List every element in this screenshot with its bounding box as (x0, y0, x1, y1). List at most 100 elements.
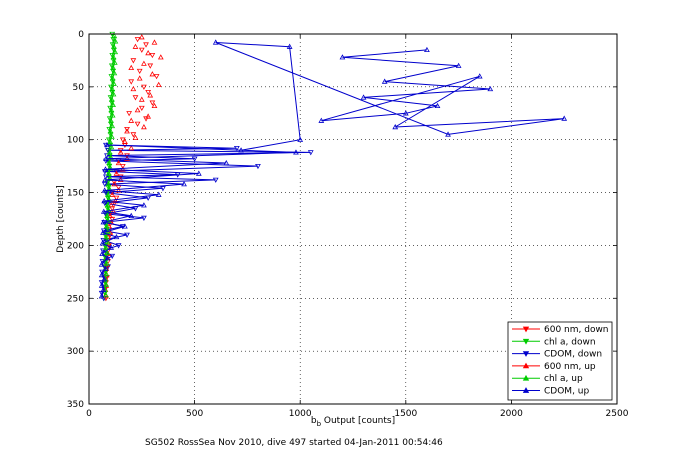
data-point (103, 292, 109, 298)
data-point (104, 255, 111, 261)
data-point (143, 42, 149, 48)
data-point (103, 281, 109, 287)
data-point (111, 59, 118, 65)
data-point (103, 174, 109, 180)
data-point (149, 100, 156, 106)
x-axis-label: bb Output [counts] (311, 416, 395, 428)
data-point (212, 177, 219, 183)
data-point (141, 84, 147, 90)
data-point (111, 80, 117, 86)
data-point (138, 105, 145, 112)
data-point (98, 261, 105, 267)
data-point (130, 132, 137, 138)
legend-label: CDOM, up (544, 387, 589, 397)
data-point (191, 156, 198, 162)
data-point (103, 233, 110, 240)
data-point (110, 54, 117, 60)
data-point (128, 64, 135, 70)
data-point (455, 62, 462, 68)
y-tick-label: 200 (67, 241, 84, 251)
data-point (102, 166, 109, 172)
data-point (119, 166, 126, 172)
data-point (113, 233, 120, 240)
data-point (109, 112, 116, 118)
x-tick-label: 2000 (500, 409, 523, 419)
data-point (126, 111, 133, 117)
data-point (128, 117, 135, 123)
data-point (130, 58, 137, 64)
data-point (101, 198, 108, 204)
legend-marker (522, 374, 530, 381)
data-point (104, 202, 111, 208)
legend-marker (522, 338, 530, 345)
data-point (104, 249, 111, 255)
data-point (115, 187, 122, 193)
y-axis-label: Depth [counts] (56, 185, 66, 252)
data-point (112, 48, 119, 55)
data-point (145, 113, 152, 119)
data-point (109, 191, 116, 197)
data-point (108, 244, 115, 250)
data-point (141, 202, 147, 208)
data-point (233, 146, 240, 152)
data-point (136, 68, 143, 75)
ticks: 0 500 1000 1500 2000 2500 0 50 100 150 200 250 300 35… (67, 30, 629, 419)
data-point (132, 134, 139, 140)
data-point (108, 144, 115, 150)
data-point (108, 117, 114, 123)
data-point (255, 163, 261, 170)
data-point (115, 243, 122, 249)
data-point (108, 202, 115, 208)
legend-marker (522, 351, 530, 357)
legend-box (507, 321, 613, 401)
legend-marker (522, 362, 530, 369)
data-point (286, 43, 293, 49)
data-point (100, 229, 106, 235)
data-point (100, 219, 107, 225)
data-point (108, 107, 115, 113)
data-point (103, 223, 110, 229)
data-point (132, 95, 139, 101)
data-point (103, 270, 110, 277)
data-point (103, 293, 109, 299)
data-point (101, 169, 108, 175)
data-point (106, 149, 113, 155)
data-point (111, 181, 118, 187)
data-point (110, 91, 117, 97)
data-point (107, 128, 114, 134)
data-point (102, 265, 109, 271)
data-point (105, 170, 112, 176)
data-point (128, 212, 135, 218)
data-point (381, 78, 388, 84)
data-point (134, 107, 141, 113)
data-point (147, 92, 154, 98)
data-point (99, 250, 105, 257)
x-axis-label-main: b (311, 416, 317, 426)
data-point (103, 244, 109, 250)
legend-label: 600 nm, up (544, 362, 596, 372)
data-point (110, 64, 116, 70)
legend-marker (522, 326, 530, 333)
data-point (402, 110, 409, 116)
legend-label: 600 nm, down (544, 325, 609, 335)
data-point (147, 63, 154, 69)
data-point (104, 141, 110, 148)
data-point (141, 60, 147, 66)
data-point (110, 101, 116, 107)
data-point (100, 208, 107, 214)
y-tick-label: 0 (78, 30, 84, 40)
x-tick-label: 500 (186, 409, 203, 419)
data-point (136, 75, 143, 81)
data-point (145, 89, 152, 96)
data-point (99, 240, 106, 246)
data-point (561, 115, 568, 121)
data-point (122, 223, 128, 229)
data-point (160, 186, 166, 192)
data-point (108, 96, 115, 102)
y-tick-label: 150 (67, 189, 84, 199)
data-point (122, 138, 128, 144)
data-point (105, 181, 112, 187)
data-point (297, 136, 304, 142)
data-point (445, 131, 451, 137)
